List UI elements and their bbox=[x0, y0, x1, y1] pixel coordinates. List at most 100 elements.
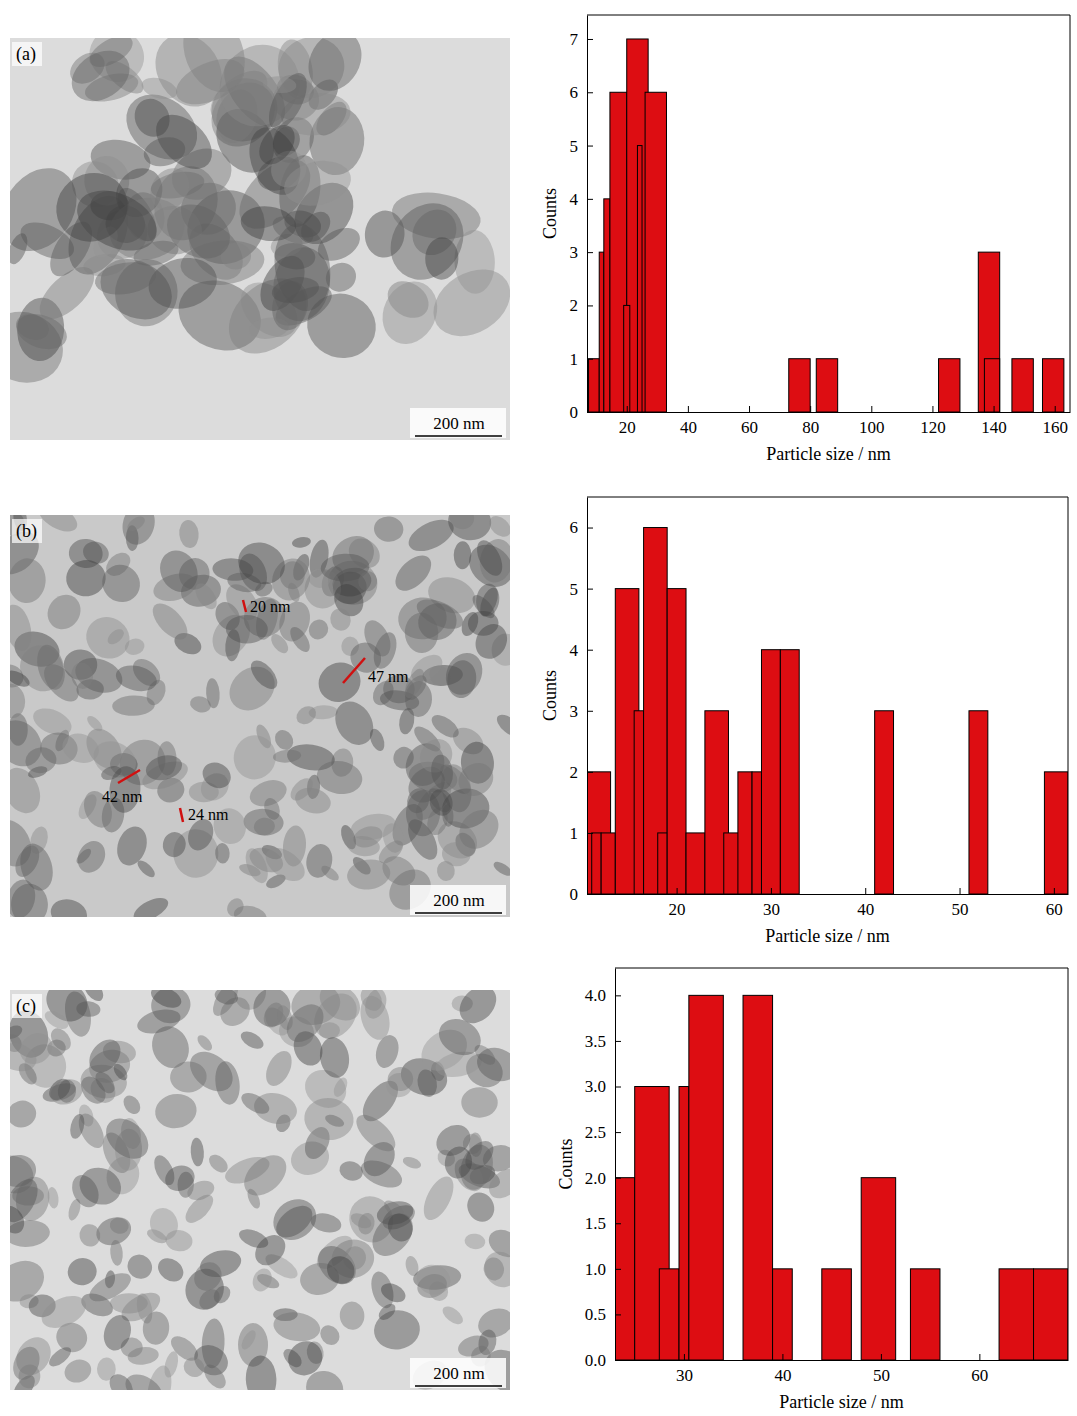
y-tick: 3.5 bbox=[585, 1032, 621, 1051]
particle bbox=[44, 160, 140, 254]
particle bbox=[78, 1223, 102, 1249]
particle bbox=[147, 597, 194, 645]
x-tick-label: 40 bbox=[774, 1366, 791, 1385]
bar bbox=[984, 359, 999, 412]
y-axis-line bbox=[615, 969, 616, 1361]
particle bbox=[74, 1162, 126, 1211]
x-tick: 20 bbox=[619, 406, 636, 437]
y-tick-label: 1.0 bbox=[585, 1260, 606, 1279]
particle bbox=[378, 1280, 409, 1306]
particle bbox=[413, 1261, 454, 1299]
bar bbox=[634, 711, 643, 894]
y-tick: 3 bbox=[570, 243, 594, 262]
measure-line bbox=[118, 770, 140, 783]
x-tick: 30 bbox=[676, 1354, 693, 1385]
y-tick-mark bbox=[615, 1223, 621, 1224]
particle bbox=[72, 836, 110, 877]
bar bbox=[969, 711, 988, 894]
bar bbox=[679, 1087, 689, 1360]
y-axis: 01234567 bbox=[570, 16, 594, 422]
particle bbox=[160, 830, 188, 860]
y-tick-mark bbox=[587, 833, 593, 834]
background bbox=[10, 990, 510, 1390]
bar bbox=[1042, 359, 1063, 412]
y-tick-mark bbox=[615, 1087, 621, 1088]
x-tick-mark bbox=[749, 406, 750, 412]
x-tick-label: 30 bbox=[676, 1366, 693, 1385]
particle bbox=[10, 1202, 29, 1238]
particle bbox=[188, 694, 213, 715]
bar bbox=[624, 305, 630, 412]
y-tick-mark bbox=[587, 305, 593, 306]
particle bbox=[232, 535, 292, 591]
y-axis: 0123456 bbox=[570, 498, 594, 904]
bar bbox=[999, 1269, 1033, 1360]
x-tick: 50 bbox=[873, 1354, 890, 1385]
bar bbox=[592, 833, 601, 894]
x-tick-mark bbox=[960, 888, 961, 894]
particle bbox=[164, 1228, 194, 1253]
x-tick-label: 50 bbox=[952, 900, 969, 919]
bar bbox=[604, 199, 610, 412]
y-axis-line bbox=[587, 16, 588, 413]
bar bbox=[738, 772, 752, 894]
y-tick: 4 bbox=[570, 641, 594, 660]
particle bbox=[440, 1303, 467, 1328]
particle bbox=[70, 652, 127, 699]
particle bbox=[142, 161, 197, 218]
particle bbox=[262, 75, 297, 95]
particle bbox=[291, 536, 312, 550]
bar bbox=[658, 833, 667, 894]
label-backdrop bbox=[12, 42, 42, 66]
bar bbox=[761, 650, 780, 894]
frame-right bbox=[1068, 968, 1069, 1360]
particle bbox=[109, 1239, 124, 1266]
chart: 304050600.00.51.01.52.02.53.03.54.0Parti… bbox=[556, 968, 1069, 1412]
x-tick-mark bbox=[771, 888, 772, 894]
particle bbox=[271, 1309, 322, 1344]
figure: (a)200 nm(b)200 nm20 nm47 nm42 nm24 nm(c… bbox=[0, 0, 1077, 1416]
particle bbox=[99, 1312, 135, 1354]
scale-bar bbox=[415, 435, 502, 437]
x-tick-label: 30 bbox=[763, 900, 780, 919]
y-tick: 0 bbox=[570, 403, 594, 422]
y-tick-mark bbox=[587, 894, 593, 895]
particle bbox=[478, 1245, 510, 1293]
particle bbox=[68, 1112, 87, 1140]
particle bbox=[364, 1206, 421, 1264]
bar bbox=[875, 711, 894, 894]
panel-label: (b) bbox=[16, 521, 37, 542]
x-tick: 50 bbox=[952, 888, 969, 919]
scale-bar-backdrop bbox=[410, 885, 506, 915]
y-tick-label: 1 bbox=[570, 824, 579, 843]
particle bbox=[14, 1027, 59, 1071]
x-axis-line bbox=[588, 894, 1069, 895]
particle bbox=[246, 656, 282, 694]
particle bbox=[338, 1300, 365, 1331]
particle bbox=[328, 695, 381, 752]
y-tick-mark bbox=[615, 1314, 621, 1315]
x-tick: 100 bbox=[859, 406, 885, 437]
particle bbox=[464, 1232, 487, 1250]
particle bbox=[401, 1155, 422, 1171]
particle bbox=[281, 1334, 329, 1382]
particle bbox=[279, 997, 330, 1049]
x-tick-mark bbox=[994, 406, 995, 412]
x-tick-label: 20 bbox=[669, 900, 686, 919]
y-tick-label: 6 bbox=[570, 518, 579, 537]
particle bbox=[427, 787, 455, 819]
particle bbox=[10, 231, 31, 267]
particle bbox=[483, 1163, 510, 1205]
particle bbox=[10, 682, 27, 720]
particle bbox=[472, 536, 508, 580]
annotation: 24 nm bbox=[188, 806, 229, 823]
annotation: 47 nm bbox=[368, 668, 409, 685]
particle bbox=[229, 731, 280, 784]
micrograph: (c)200 nm bbox=[0, 971, 538, 1415]
y-tick-label: 0 bbox=[570, 885, 579, 904]
x-axis-line bbox=[588, 412, 1071, 413]
particle bbox=[169, 1060, 208, 1094]
particle bbox=[61, 1356, 95, 1387]
y-tick-mark bbox=[587, 39, 593, 40]
measure-line bbox=[180, 808, 183, 822]
